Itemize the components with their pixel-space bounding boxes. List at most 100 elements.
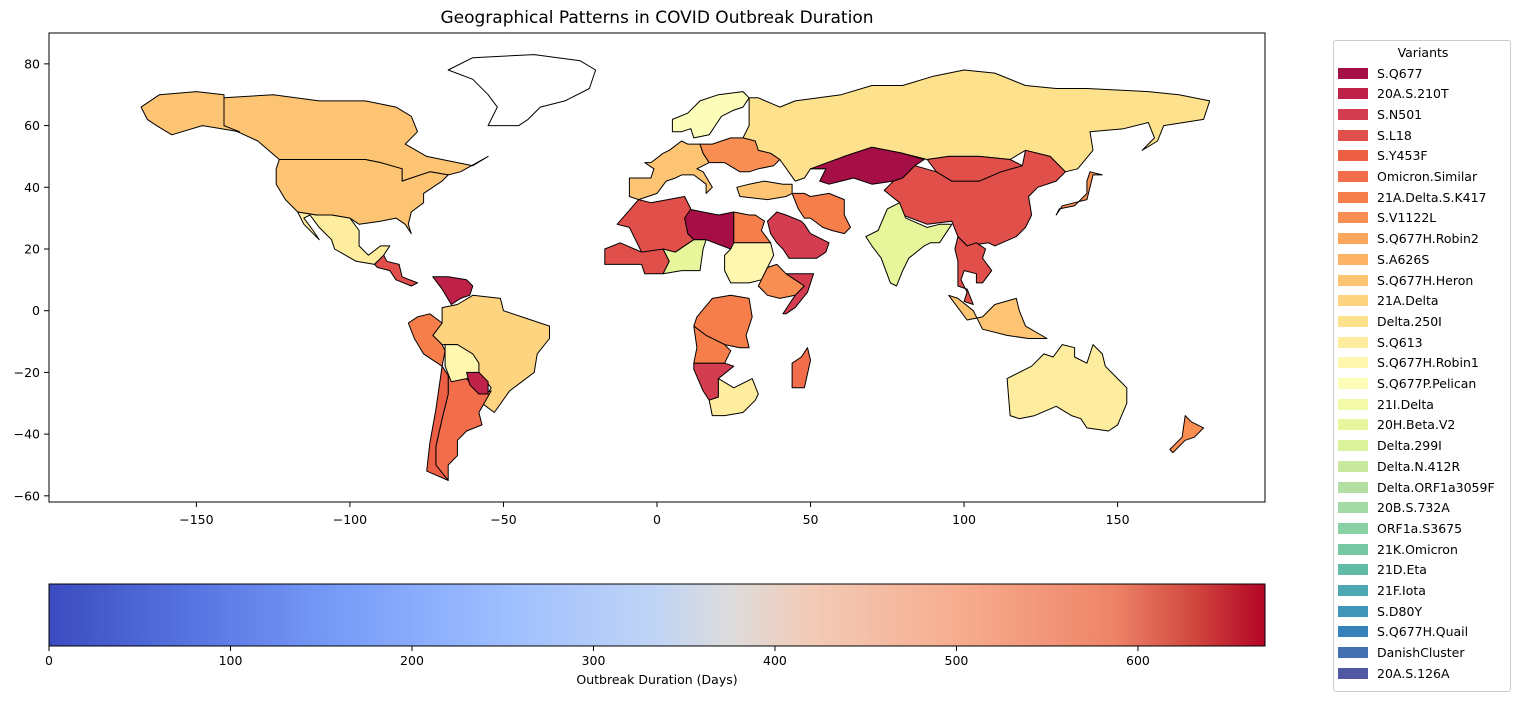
y-tick-label: −20 <box>14 365 40 380</box>
legend-item: 20H.Beta.V2 <box>1338 417 1456 433</box>
legend-item: Delta.ORF1a3059F <box>1338 479 1495 495</box>
chart-title: Geographical Patterns in COVID Outbreak … <box>440 8 874 28</box>
legend-swatch <box>1338 274 1368 286</box>
legend-swatch <box>1338 605 1368 617</box>
country-somalia <box>782 273 815 315</box>
country-iran <box>791 192 851 235</box>
legend-item: Delta.299I <box>1338 438 1442 454</box>
legend-swatch <box>1338 398 1368 410</box>
x-tick-label: −150 <box>179 512 213 527</box>
legend-item: Omicron.Similar <box>1338 169 1478 184</box>
legend-item: 21D.Eta <box>1338 562 1427 577</box>
country-peru <box>407 313 446 367</box>
x-tick-label: 100 <box>952 512 976 527</box>
map-layer <box>140 54 1211 481</box>
legend-item: Delta.250I <box>1338 313 1442 329</box>
legend-label: 20H.Beta.V2 <box>1377 417 1456 433</box>
legend-item: 21A.Delta.S.K417 <box>1338 189 1487 205</box>
country-chile <box>426 365 449 481</box>
legend-label: 21I.Delta <box>1377 396 1434 412</box>
legend-item: S.V1122L <box>1338 210 1436 225</box>
country-egypt <box>733 211 772 244</box>
legend-swatch <box>1338 419 1368 431</box>
legend-label: S.Q677H.Robin1 <box>1377 355 1479 371</box>
legend-swatch <box>1338 502 1368 514</box>
x-tick-label: 50 <box>803 512 819 527</box>
colorbar-tick-label: 300 <box>582 653 606 668</box>
y-tick-label: 80 <box>24 56 40 71</box>
country-madagascar <box>791 347 811 389</box>
y-tick-label: 20 <box>24 241 40 256</box>
country-turkey <box>736 180 793 201</box>
legend-item: 21I.Delta <box>1338 396 1434 412</box>
legend-swatch <box>1338 585 1368 596</box>
legend-swatch <box>1338 88 1368 100</box>
legend-swatch <box>1338 295 1368 307</box>
legend-label: S.Q677H.Quail <box>1377 624 1469 640</box>
legend-label: Delta.250I <box>1377 313 1442 329</box>
y-tick-label: 60 <box>24 118 40 133</box>
country-south-africa <box>708 378 759 417</box>
country-alaska <box>140 91 240 136</box>
legend-label: 20A.S.126A <box>1377 665 1450 681</box>
country-mongolia <box>926 155 1023 182</box>
legend-label: Omicron.Similar <box>1377 169 1478 184</box>
legend-swatch <box>1338 67 1368 79</box>
legend-item: S.Y453F <box>1338 148 1428 163</box>
legend-item: 20A.S.126A <box>1338 665 1450 681</box>
legend-item: S.Q677P.Pelican <box>1338 376 1476 391</box>
legend-item: S.A626S <box>1338 251 1430 267</box>
legend-item: 20B.S.732A <box>1338 500 1450 515</box>
legend-label: S.Q613 <box>1377 334 1423 350</box>
legend-swatch <box>1338 233 1368 245</box>
country-greenland <box>447 54 597 127</box>
legend-item: 21A.Delta <box>1338 293 1439 308</box>
legend-item: Delta.N.412R <box>1338 459 1460 474</box>
legend-swatch <box>1338 129 1368 141</box>
country-indonesia <box>948 294 1048 339</box>
legend-item: 21F.Iota <box>1338 583 1426 598</box>
legend-item: S.L18 <box>1338 127 1412 143</box>
legend-swatch <box>1338 460 1368 472</box>
legend-swatch <box>1338 212 1368 224</box>
legend-swatch <box>1338 647 1368 659</box>
legend-label: S.Q677H.Heron <box>1377 272 1474 288</box>
legend-swatch <box>1338 171 1368 182</box>
country-central-america <box>374 254 418 287</box>
legend-label: Delta.299I <box>1377 438 1442 454</box>
colorbar-label: Outbreak Duration (Days) <box>576 672 738 687</box>
legend-item: S.Q677H.Heron <box>1338 272 1474 288</box>
legend-swatch <box>1338 667 1368 679</box>
country-southeast-asia <box>954 236 993 305</box>
legend-label: Delta.ORF1a3059F <box>1377 479 1495 495</box>
legend: Variants S.Q677 20A.S.210T S.N501 S.L18 S.Y4… <box>1333 40 1511 692</box>
legend-label: 21A.Delta.S.K417 <box>1377 189 1487 205</box>
legend-label: S.A626S <box>1377 251 1430 267</box>
y-tick-label: −40 <box>14 427 40 442</box>
colorbar-ticks: 0 100 200 300 400 500 600 <box>45 646 1150 668</box>
legend-swatch <box>1338 253 1368 265</box>
country-australia <box>1006 344 1128 432</box>
legend-item: 21K.Omicron <box>1338 542 1458 557</box>
colorbar-tick-label: 200 <box>400 653 424 668</box>
legend-item: S.Q677H.Robin2 <box>1338 231 1479 246</box>
legend-label: S.L18 <box>1377 127 1412 143</box>
legend-item: S.Q677H.Quail <box>1338 624 1469 640</box>
legend-item: S.D80Y <box>1338 603 1423 619</box>
legend-item: ORF1a.S3675 <box>1338 520 1463 536</box>
legend-swatch <box>1338 315 1368 327</box>
country-western-europe <box>628 140 713 201</box>
y-tick-label: −60 <box>14 488 40 503</box>
legend-swatch <box>1338 108 1368 120</box>
y-tick-label: 0 <box>32 303 40 318</box>
colorbar-tick-label: 0 <box>45 653 53 668</box>
legend-label: ORF1a.S3675 <box>1377 520 1463 536</box>
legend-item: S.Q677H.Robin1 <box>1338 355 1479 371</box>
legend-swatch <box>1338 522 1368 534</box>
country-angola <box>693 325 732 364</box>
legend-label: S.D80Y <box>1377 603 1423 619</box>
legend-swatch <box>1338 481 1368 493</box>
legend-label: 20A.S.210T <box>1377 86 1449 102</box>
legend-label: S.N501 <box>1377 106 1423 122</box>
